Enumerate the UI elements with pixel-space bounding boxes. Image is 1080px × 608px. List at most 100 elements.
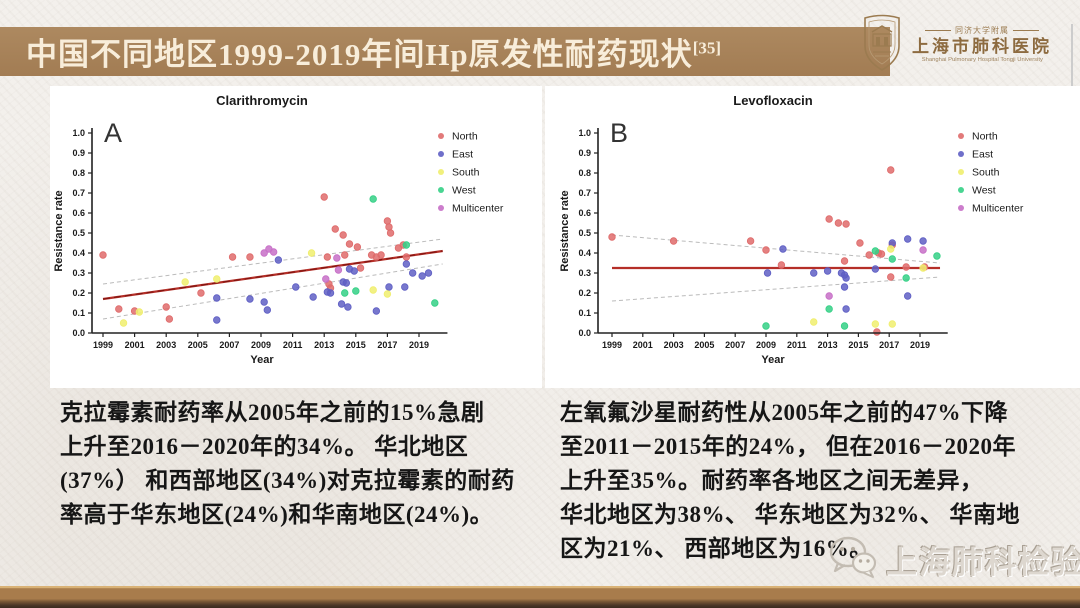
- legend-label-north: North: [972, 131, 998, 143]
- legend-swatch-south: [958, 169, 964, 175]
- scatter-point-east: [337, 300, 346, 308]
- hospital-name-cn: 上海市肺科医院: [912, 36, 1052, 56]
- confidence-interval-line: [611, 276, 941, 302]
- y-tick-label: 0.1: [578, 308, 591, 318]
- legend-label-east: East: [972, 149, 993, 161]
- scatter-point-south: [810, 318, 818, 326]
- scatter-point-north: [383, 217, 392, 225]
- y-tick-label: 0.7: [72, 188, 85, 198]
- scatter-point-east: [842, 274, 850, 282]
- trend-line-dashed: [102, 250, 443, 300]
- scatter-point-north: [197, 289, 205, 297]
- chart-title: Levofloxacin: [733, 93, 813, 108]
- scatter-point-east: [779, 245, 787, 253]
- legend-swatch-east: [958, 151, 964, 157]
- panel-letter: A: [104, 118, 122, 148]
- scatter-point-multicenter: [919, 246, 927, 254]
- scatter-point-east: [213, 294, 221, 302]
- x-tick-label: 1999: [93, 340, 113, 350]
- scatter-point-east: [424, 269, 433, 277]
- hospital-name-block: 同济大学附属 上海市肺科医院 Shanghai Pulmonary Hospit…: [912, 26, 1052, 63]
- legend-label-north: North: [452, 131, 478, 143]
- x-tick-label: 2017: [377, 340, 397, 350]
- legend-label-south: South: [972, 167, 1000, 179]
- hospital-affiliation: 同济大学附属: [925, 26, 1039, 35]
- legend-label-east: East: [452, 149, 473, 161]
- y-axis-label: Resistance rate: [53, 190, 65, 271]
- scatter-point-west: [902, 274, 910, 282]
- scatter-point-south: [135, 308, 144, 316]
- legend-label-west: West: [452, 185, 476, 197]
- scatter-point-north: [840, 257, 849, 265]
- scatter-point-north: [873, 328, 881, 336]
- clarithromycin-summary-text: 克拉霉素耐药率从2005年之前的15%急剧 上升至2016－2020年的34%。…: [60, 400, 515, 527]
- scatter-point-west: [352, 287, 360, 295]
- y-tick-label: 0.2: [578, 288, 591, 298]
- panel-letter: B: [610, 118, 628, 148]
- y-tick-label: 0.6: [578, 208, 591, 218]
- y-axis-label: Resistance rate: [559, 190, 571, 271]
- scatter-point-south: [181, 278, 189, 286]
- scatter-point-north: [99, 251, 107, 259]
- scatter-point-north: [762, 246, 770, 254]
- legend-swatch-north: [958, 133, 964, 139]
- x-tick-label: 2019: [409, 340, 429, 350]
- x-tick-label: 2009: [756, 340, 776, 350]
- scatter-point-east: [888, 239, 896, 247]
- scatter-point-east: [763, 269, 772, 277]
- scatter-point-north: [746, 237, 755, 245]
- scatter-point-south: [871, 320, 880, 328]
- scatter-point-north: [887, 166, 895, 174]
- scatter-point-east: [823, 267, 832, 275]
- legend-swatch-west: [438, 187, 444, 193]
- scatter-point-north: [669, 237, 678, 245]
- scatter-point-north: [345, 240, 354, 248]
- scatter-point-east: [344, 303, 352, 311]
- chart-title: Clarithromycin: [216, 93, 308, 108]
- confidence-interval-line: [102, 238, 443, 285]
- scatter-point-east: [292, 283, 300, 291]
- scatter-point-west: [341, 289, 349, 297]
- watermark: 上海肺科检验: [828, 534, 1080, 585]
- confidence-interval-line: [611, 234, 941, 264]
- x-tick-label: 2011: [283, 340, 303, 350]
- wechat-icon: [828, 534, 878, 585]
- levofloxacin-scatter-chart: Levofloxacin B 0.0 0.1 0.2 0.3 0.4 0.5 0.6 0.7 0.8…: [545, 86, 1080, 388]
- scatter-point-north: [402, 253, 411, 261]
- legend-swatch-north: [438, 133, 444, 139]
- x-tick-label: 2015: [848, 340, 868, 350]
- scatter-point-east: [810, 269, 818, 277]
- scatter-point-north: [856, 239, 864, 247]
- scatter-point-north: [877, 250, 886, 258]
- x-tick-label: 2019: [910, 340, 930, 350]
- x-tick-label: 2005: [188, 340, 208, 350]
- scatter-point-south: [888, 320, 896, 328]
- x-tick-label: 1999: [602, 340, 622, 350]
- y-tick-label: 0.6: [72, 208, 85, 218]
- legend-swatch-south: [438, 169, 444, 175]
- scatter-point-west: [369, 195, 377, 203]
- scatter-point-south: [119, 319, 128, 327]
- y-tick-label: 0.0: [578, 328, 591, 338]
- scatter-point-south: [383, 290, 392, 298]
- watermark-label: 上海肺科检验: [886, 545, 1080, 580]
- y-tick-label: 0.5: [578, 228, 591, 238]
- bottom-decorative-bar: [0, 586, 1080, 608]
- hospital-name-en: Shanghai Pulmonary Hospital Tongji Unive…: [921, 56, 1043, 63]
- confidence-interval-line: [102, 263, 443, 320]
- scatter-point-east: [260, 298, 268, 306]
- scatter-point-east: [385, 283, 393, 291]
- legend-label-west: West: [972, 185, 996, 197]
- scatter-point-north: [165, 315, 174, 323]
- y-tick-label: 0.9: [578, 148, 591, 158]
- scatter-point-east: [842, 305, 850, 313]
- slide-title-text: 中国不同地区1999-2019年间Hp原发性耐药现状: [26, 37, 693, 72]
- y-tick-label: 0.0: [72, 328, 85, 338]
- x-tick-label: 2007: [725, 340, 745, 350]
- scatter-point-west: [871, 247, 880, 255]
- x-tick-label: 2005: [694, 340, 714, 350]
- y-tick-label: 1.0: [72, 128, 85, 138]
- y-tick-label: 0.8: [72, 168, 85, 178]
- y-tick-label: 0.2: [72, 288, 85, 298]
